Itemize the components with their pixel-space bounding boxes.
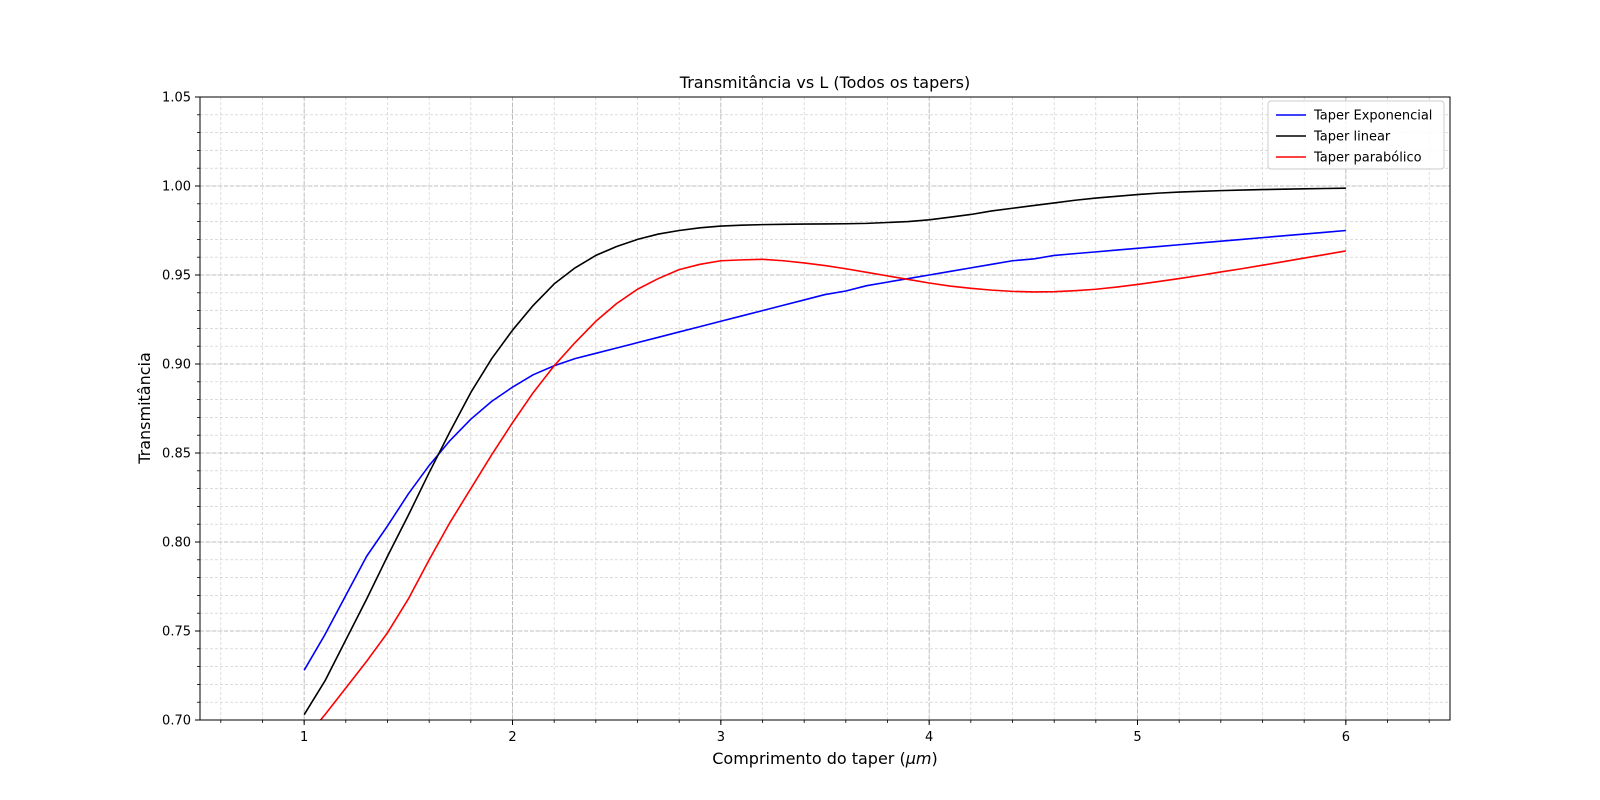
series-line-taper-parab-lico xyxy=(319,250,1346,720)
axis-ticks xyxy=(195,96,1430,725)
legend: Taper Exponencial Taper linear Taper parab… xyxy=(1267,100,1445,170)
y-tick-label: 1.00 xyxy=(162,180,191,195)
x-tick-label: 6 xyxy=(1342,730,1350,745)
legend-label: Taper Exponencial xyxy=(1313,109,1432,124)
series-line-taper-exponencial xyxy=(303,229,1346,671)
y-tick-label: 0.85 xyxy=(162,447,191,462)
series-layer xyxy=(303,187,1346,720)
x-axis-title: Comprimento do taper (μm) xyxy=(712,749,937,768)
y-tick-label: 0.80 xyxy=(162,536,191,551)
x-axis-title-unit: μm xyxy=(905,749,932,768)
legend-box xyxy=(1267,100,1445,170)
minor-grid xyxy=(200,96,1450,721)
plot-frame xyxy=(199,96,1451,721)
y-tick-label: 0.70 xyxy=(162,714,191,729)
chart-title: Transmitância vs L (Todos os tapers) xyxy=(679,73,970,92)
y-tick-label: 1.05 xyxy=(162,91,191,106)
x-tick-label: 2 xyxy=(508,730,516,745)
series-line-taper-linear xyxy=(303,187,1346,716)
y-axis-title: Transmitância xyxy=(135,352,154,465)
x-tick-label: 5 xyxy=(1133,730,1141,745)
x-tick-label: 3 xyxy=(717,730,725,745)
major-grid xyxy=(200,96,1450,721)
legend-label: Taper linear xyxy=(1313,130,1391,145)
x-axis-title-prefix: Comprimento do taper ( xyxy=(712,749,905,768)
x-tick-label: 4 xyxy=(925,730,933,745)
axis-tick-labels: 1 2 3 4 5 6 0.70 0.75 0.80 0.85 0.90 0.95 1.00 1.05 xyxy=(162,91,1350,746)
legend-label: Taper parabólico xyxy=(1313,151,1422,166)
y-tick-label: 0.95 xyxy=(162,269,191,284)
y-tick-label: 0.90 xyxy=(162,358,191,373)
y-tick-label: 0.75 xyxy=(162,625,191,640)
x-axis-title-suffix: ) xyxy=(931,749,937,768)
x-tick-label: 1 xyxy=(300,730,308,745)
